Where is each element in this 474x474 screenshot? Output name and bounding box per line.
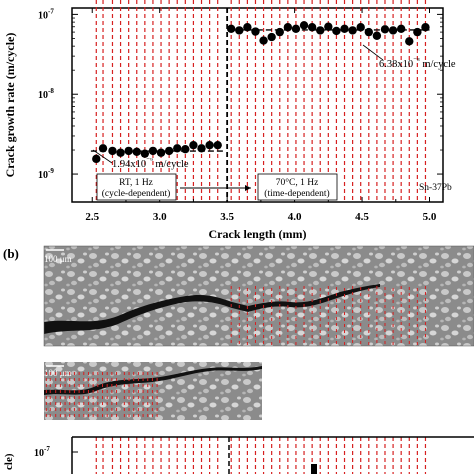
scale-bar-label-2: 100 μm: [44, 368, 72, 378]
data-point: [356, 23, 365, 32]
data-point: [380, 25, 390, 34]
partial-chart-c: 10-7 cle): [3, 436, 474, 474]
data-point: [181, 144, 190, 154]
data-point: [421, 23, 430, 32]
red-marker-lines-b: [45, 286, 427, 474]
data-point: [116, 148, 125, 157]
left-avg-pointer: [92, 149, 113, 164]
x-tick-label: 2.5: [85, 211, 99, 223]
left-condition-box: [96, 173, 177, 201]
data-point: [124, 146, 133, 156]
data-point: [148, 146, 158, 156]
data-point: [299, 21, 309, 30]
data-point: [205, 140, 214, 150]
y-tick-label: 10-9: [38, 167, 54, 181]
data-point: [259, 36, 268, 45]
data-point: [108, 146, 117, 156]
mean-rate-lines: [90, 29, 430, 152]
crack-growth-chart: 2.5 3.0 3.5 4.0 4.5 5.0 10-7 10-8 10-9 Crack gro…: [3, 0, 456, 241]
x-tick-label: 5.0: [423, 211, 437, 223]
data-point: [324, 22, 333, 31]
crack-path: [44, 284, 380, 334]
data-point: [213, 140, 222, 150]
data-point: [364, 27, 373, 37]
data-point: [388, 26, 398, 35]
material-label: Sn-37Pb: [419, 183, 452, 193]
left-mode-text: (cycle-dependent): [102, 188, 171, 199]
partial-ytick-label: 10-7: [34, 445, 50, 459]
left-avg-label: 1.94x10⁻⁹ m/cycle: [112, 156, 189, 170]
data-point: [243, 23, 252, 32]
right-condition-text: 70°C, 1 Hz: [276, 177, 319, 188]
x-axis-label: Crack length (mm): [209, 227, 307, 241]
right-avg-label: 6.38x10⁻⁸ m/cycle: [379, 56, 456, 70]
x-tick-label: 3.0: [153, 211, 167, 223]
data-point: [283, 23, 293, 32]
data-point: [197, 144, 206, 153]
right-condition-box: [257, 173, 338, 201]
y-tick-label: 10-8: [38, 87, 54, 101]
crack-path-2: [44, 366, 262, 395]
scale-bar-label-1: 100 μm: [44, 254, 72, 264]
data-point: [413, 27, 422, 37]
data-point: [348, 26, 357, 35]
panel-b-label: (b): [3, 246, 19, 261]
data-point: [291, 24, 301, 33]
x-tick-label: 4.0: [288, 211, 302, 223]
data-point: [332, 26, 341, 36]
x-tick-label: 4.5: [355, 211, 369, 223]
right-avg-pointer: [362, 44, 384, 61]
data-point: [156, 148, 166, 157]
data-point: [275, 27, 284, 37]
micrograph-2: 100 μm: [44, 362, 262, 420]
data-point: [164, 146, 174, 156]
data-point: [307, 23, 317, 32]
data-point: [173, 144, 182, 153]
data-point: [251, 27, 260, 36]
data-point: [267, 32, 276, 42]
left-condition-text: RT, 1 Hz: [119, 178, 153, 188]
data-point: [140, 149, 150, 158]
data-point: [132, 147, 141, 157]
y-axis-label: Crack growth rate (m/cycle): [3, 33, 17, 178]
data-point: [372, 31, 382, 40]
data-point: [189, 140, 198, 150]
data-point: [92, 154, 101, 164]
partial-ylabel: cle): [3, 453, 15, 470]
arrow-head-icon: [245, 185, 251, 191]
micrograph-1: 100 μm: [43, 245, 474, 347]
data-point: [340, 24, 349, 33]
data-points: [92, 21, 430, 164]
plot-frame: [71, 7, 444, 203]
data-point: [235, 26, 244, 35]
partial-data-point: [311, 464, 317, 474]
data-point: [396, 24, 406, 33]
data-point: [98, 144, 108, 153]
right-mode-text: (time-dependent): [264, 188, 329, 199]
red-marker-lines: [95, 0, 427, 202]
x-tick-label: 3.5: [220, 211, 234, 223]
data-point: [226, 24, 236, 33]
data-point: [405, 37, 414, 46]
data-point: [316, 26, 325, 35]
axis-ticks: 2.5 3.0 3.5 4.0 4.5 5.0 10-7 10-8 10-9: [38, 7, 443, 223]
y-tick-label: 10-7: [38, 7, 54, 21]
